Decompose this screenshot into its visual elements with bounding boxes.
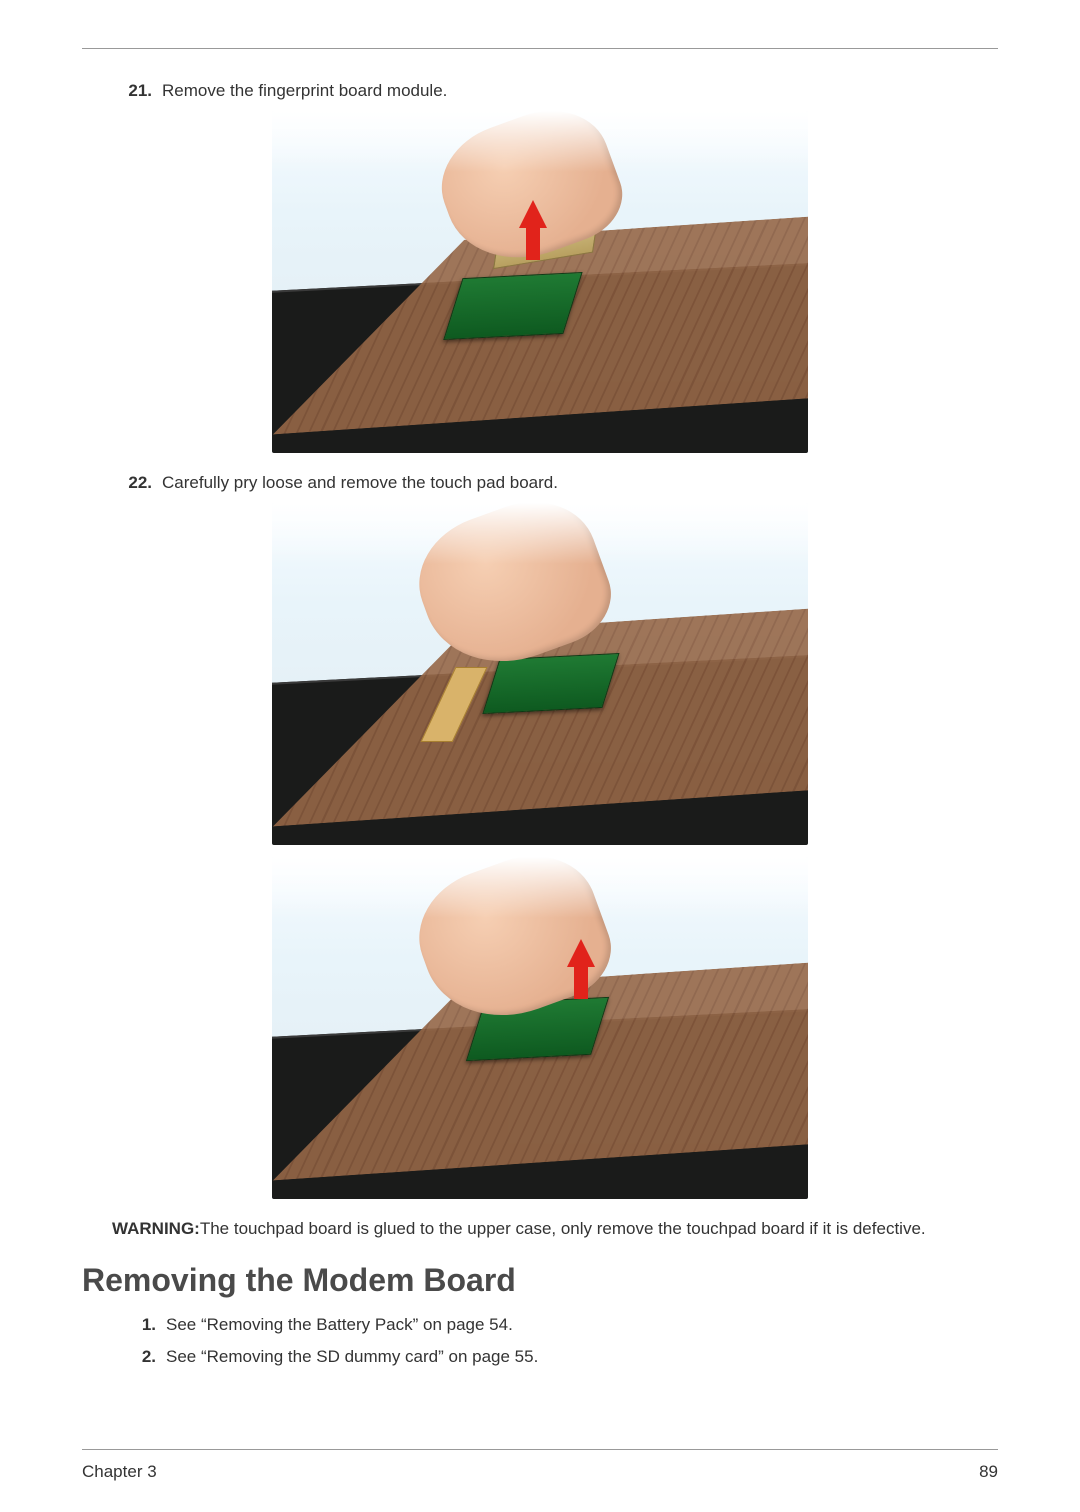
substep-2: 2. See “Removing the SD dummy card” on p… — [82, 1345, 998, 1369]
step-number: 2. — [126, 1345, 156, 1369]
figure-2-image — [272, 503, 808, 845]
top-rule — [82, 48, 998, 49]
touchpad-pcb — [444, 272, 583, 340]
warning-text: WARNING:The touchpad board is glued to t… — [112, 1217, 998, 1241]
step-text: See “Removing the SD dummy card” on page… — [166, 1345, 998, 1369]
arrow-up-icon — [567, 939, 595, 967]
step-number: 22. — [112, 471, 152, 495]
step-text: Remove the fingerprint board module. — [162, 79, 998, 103]
figure-3 — [82, 857, 998, 1199]
figure-2 — [82, 503, 998, 845]
substeps: 1. See “Removing the Battery Pack” on pa… — [82, 1313, 998, 1369]
step-number: 21. — [112, 79, 152, 103]
substep-1: 1. See “Removing the Battery Pack” on pa… — [82, 1313, 998, 1337]
page-footer: Chapter 3 89 — [82, 1462, 998, 1482]
touchpad-pcb — [482, 653, 619, 714]
page: 21. Remove the fingerprint board module.… — [0, 0, 1080, 1512]
section-heading: Removing the Modem Board — [82, 1262, 998, 1299]
arrow-up-icon — [519, 200, 547, 228]
warning-body: The touchpad board is glued to the upper… — [200, 1219, 926, 1238]
step-text: See “Removing the Battery Pack” on page … — [166, 1313, 998, 1337]
figure-3-image — [272, 857, 808, 1199]
figure-1 — [82, 111, 998, 453]
warning-label: WARNING: — [112, 1219, 200, 1238]
chapter-label: Chapter 3 — [82, 1462, 157, 1482]
bottom-rule — [82, 1449, 998, 1450]
figure-1-image — [272, 111, 808, 453]
step-text: Carefully pry loose and remove the touch… — [162, 471, 998, 495]
step-number: 1. — [126, 1313, 156, 1337]
page-number: 89 — [979, 1462, 998, 1482]
step-21: 21. Remove the fingerprint board module. — [82, 79, 998, 103]
step-22: 22. Carefully pry loose and remove the t… — [82, 471, 998, 495]
